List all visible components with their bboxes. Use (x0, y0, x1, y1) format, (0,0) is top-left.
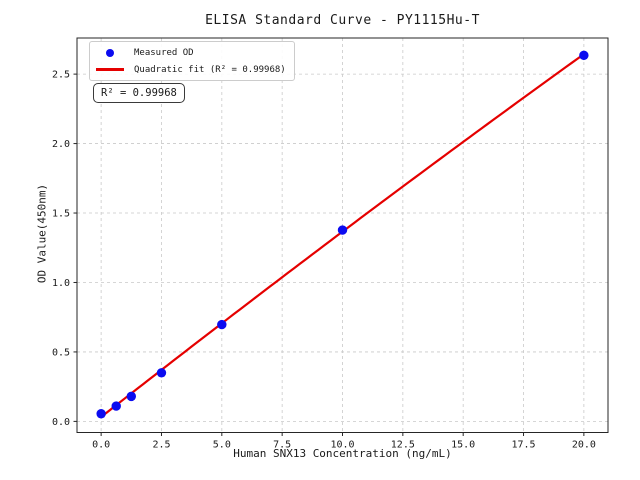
legend: Measured OD Quadratic fit (R² = 0.99968) (89, 41, 295, 81)
data-point (579, 50, 589, 61)
x-tick-label: 12.5 (391, 440, 415, 451)
legend-item-measured-od: Measured OD (95, 47, 286, 58)
legend-handle (95, 48, 125, 57)
data-point (217, 319, 227, 330)
x-tick-label: 15.0 (451, 440, 475, 451)
chart-title: ELISA Standard Curve - PY1115Hu-T (205, 13, 480, 28)
data-point (156, 368, 167, 378)
y-tick-label: 0.5 (52, 347, 70, 358)
y-tick-label: 0.0 (52, 417, 70, 428)
y-tick-label: 2.0 (52, 139, 70, 150)
x-tick-label: 2.5 (152, 440, 170, 451)
y-axis-label: OD Value(450nm) (35, 183, 49, 284)
x-tick-label: 7.5 (273, 440, 291, 451)
data-point (96, 409, 106, 419)
r-squared-annotation: R² = 0.99968 (93, 83, 185, 103)
data-point (126, 391, 137, 402)
legend-label-measured-od: Measured OD (134, 47, 194, 58)
x-tick-label: 5.0 (213, 440, 231, 451)
legend-dot-marker-icon (106, 48, 114, 57)
y-tick-label: 1.5 (52, 209, 70, 220)
legend-handle (95, 68, 125, 71)
legend-item-quadratic-fit: Quadratic fit (R² = 0.99968) (95, 64, 286, 75)
y-tick-label: 2.5 (52, 70, 70, 81)
y-tick-label: 1.0 (52, 278, 70, 289)
x-tick-label: 10.0 (330, 440, 354, 451)
x-tick-label: 20.0 (572, 440, 596, 451)
data-point (337, 225, 348, 235)
x-tick-label: 0.0 (92, 440, 110, 451)
x-axis-label: Human SNX13 Concentration (ng/mL) (233, 447, 452, 460)
x-tick-label: 17.5 (511, 440, 535, 451)
data-point (111, 401, 121, 411)
legend-line-marker-icon (96, 68, 124, 71)
legend-label-quadratic-fit: Quadratic fit (R² = 0.99968) (134, 64, 286, 75)
